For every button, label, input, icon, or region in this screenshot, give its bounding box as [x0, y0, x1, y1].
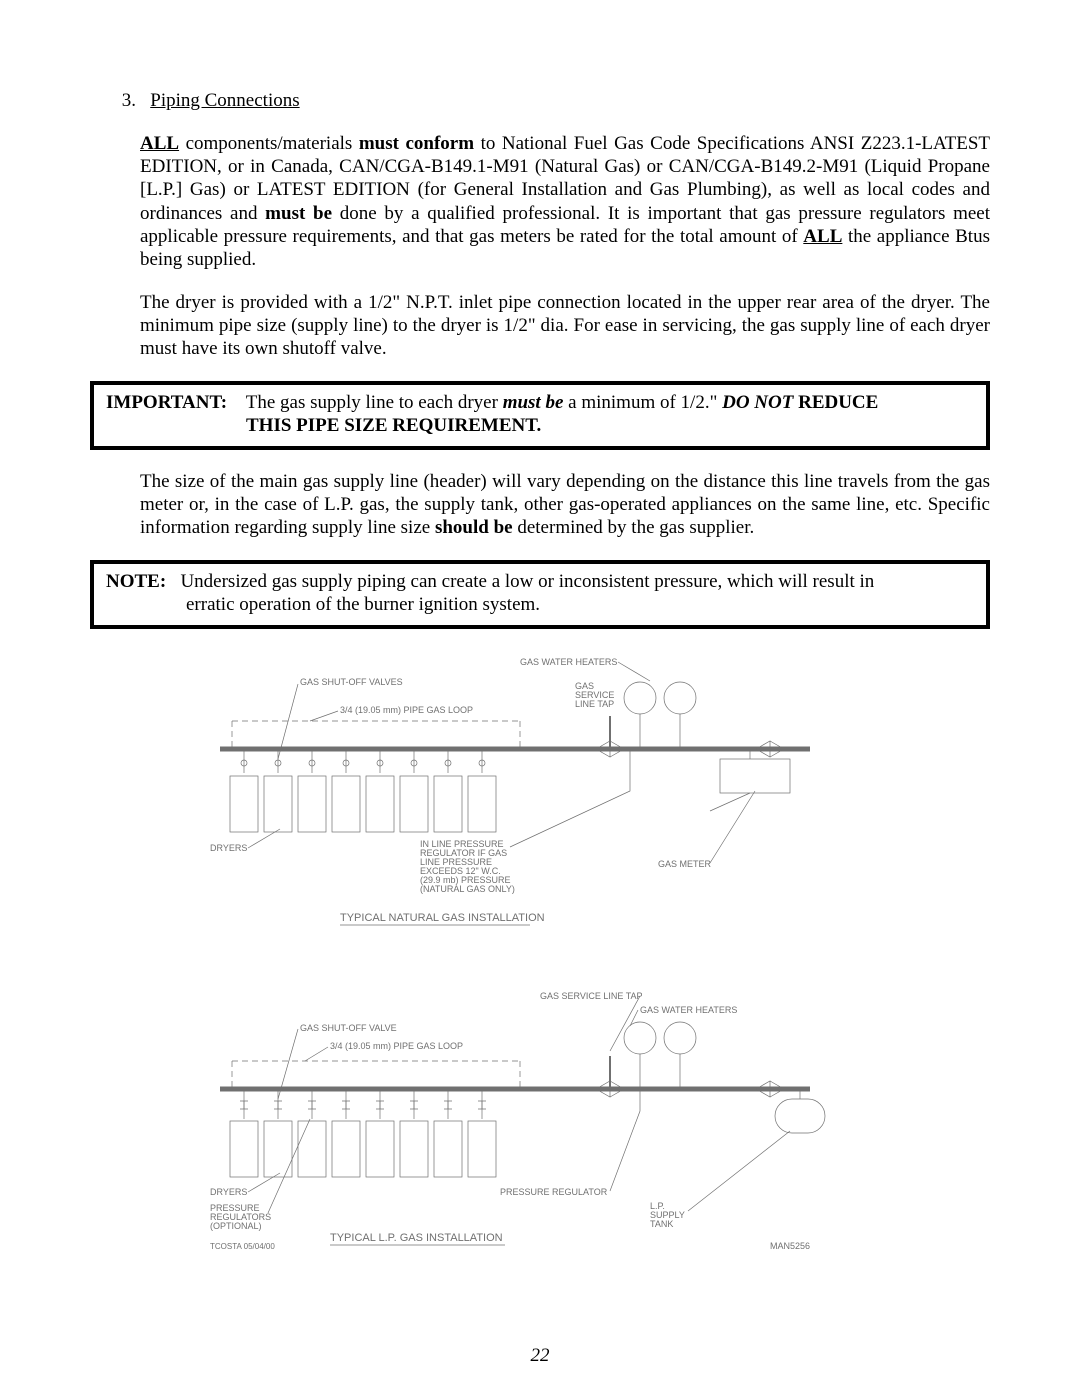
note-label: NOTE: — [106, 571, 166, 592]
note-box: NOTE: Undersized gas supply piping can c… — [90, 560, 990, 630]
svg-text:PRESSURE REGULATOR: PRESSURE REGULATOR — [500, 1187, 608, 1197]
important-box: IMPORTANT: The gas supply line to each d… — [90, 381, 990, 451]
gas-installation-diagram: GAS WATER HEATERS GAS SERVICE LINE TAP G… — [210, 641, 850, 1271]
label-dryers: DRYERS — [210, 843, 247, 853]
svg-text:GAS SERVICE LINE TAP: GAS SERVICE LINE TAP — [540, 991, 643, 1001]
page-number: 22 — [0, 1345, 1080, 1367]
diagram-container: GAS WATER HEATERS GAS SERVICE LINE TAP G… — [210, 641, 990, 1276]
paragraph-3: The size of the main gas supply line (he… — [140, 470, 990, 540]
svg-text:GAS WATER HEATERS: GAS WATER HEATERS — [640, 1005, 737, 1015]
label-meter: GAS METER — [658, 859, 712, 869]
svg-text:TANK: TANK — [650, 1219, 673, 1229]
paragraph-2: The dryer is provided with a 1/2" N.P.T.… — [140, 291, 990, 361]
section-title: Piping Connections — [150, 90, 299, 111]
section-heading: 3. Piping Connections — [106, 90, 990, 112]
svg-text:MAN5256: MAN5256 — [770, 1241, 810, 1251]
label-water-heaters: GAS WATER HEATERS — [520, 657, 617, 667]
p1-all: ALL — [140, 133, 179, 154]
important-continuation: THIS PIPE SIZE REQUIREMENT. — [246, 414, 974, 438]
svg-text:GAS SHUT-OFF VALVE: GAS SHUT-OFF VALVE — [300, 1023, 397, 1033]
paragraph-1: ALL components/materials must conform to… — [140, 132, 990, 271]
label-shutoff: GAS SHUT-OFF VALVES — [300, 677, 403, 687]
fig1-caption: TYPICAL NATURAL GAS INSTALLATION — [340, 912, 545, 924]
fig2-caption: TYPICAL L.P. GAS INSTALLATION — [330, 1232, 503, 1244]
section-number: 3. — [106, 90, 136, 112]
svg-text:TCOSTA 05/04/00: TCOSTA 05/04/00 — [210, 1242, 275, 1251]
label-loop: 3/4 (19.05 mm) PIPE GAS LOOP — [340, 705, 473, 715]
page-container: 3. Piping Connections ALL components/mat… — [0, 0, 1080, 1397]
important-label: IMPORTANT: — [106, 392, 227, 413]
svg-text:DRYERS: DRYERS — [210, 1187, 247, 1197]
svg-text:(OPTIONAL): (OPTIONAL) — [210, 1221, 262, 1231]
svg-text:3/4 (19.05 mm) PIPE GAS LOOP: 3/4 (19.05 mm) PIPE GAS LOOP — [330, 1041, 463, 1051]
svg-text:LINE TAP: LINE TAP — [575, 699, 614, 709]
svg-text:(NATURAL GAS ONLY): (NATURAL GAS ONLY) — [420, 884, 515, 894]
note-continuation: erratic operation of the burner ignition… — [186, 593, 974, 617]
